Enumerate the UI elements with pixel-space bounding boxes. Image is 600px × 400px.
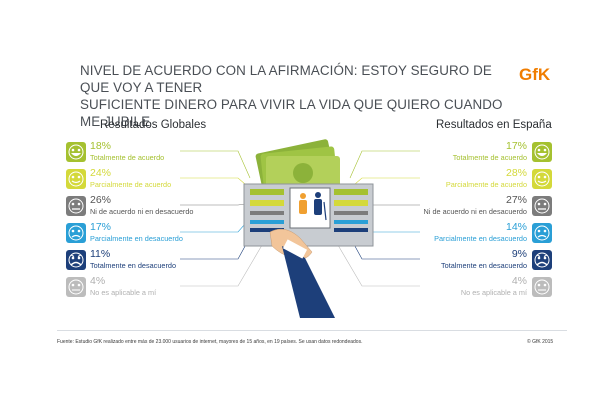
gfk-logo: GfK bbox=[515, 60, 561, 88]
spain-percent: 4% bbox=[511, 275, 527, 287]
svg-text:GfK: GfK bbox=[519, 65, 551, 84]
happy-face-icon bbox=[66, 169, 86, 189]
spain-percent: 17% bbox=[505, 140, 527, 152]
global-label: Totalmente de acuerdo bbox=[90, 153, 165, 162]
left-heading: Resultados Globales bbox=[100, 119, 207, 131]
money-bills bbox=[255, 139, 340, 190]
very-happy-face-icon bbox=[532, 142, 552, 162]
global-label: Parcialmente de acuerdo bbox=[90, 180, 172, 189]
spain-label: Totalmente en desacuerdo bbox=[441, 261, 527, 270]
global-label: No es aplicable a mí bbox=[90, 288, 157, 297]
very-sad-face-icon bbox=[66, 250, 86, 270]
blank-face-icon bbox=[532, 277, 552, 297]
global-label: Totalmente en desacuerdo bbox=[90, 261, 176, 270]
very-sad-face-icon bbox=[532, 250, 552, 270]
global-percent: 4% bbox=[90, 275, 106, 287]
spain-label: Totalmente de acuerdo bbox=[452, 153, 527, 162]
spain-percent: 14% bbox=[505, 221, 527, 233]
copyright: © GfK 2015 bbox=[527, 339, 554, 345]
right-heading: Resultados en España bbox=[436, 119, 552, 131]
global-percent: 11% bbox=[90, 248, 111, 260]
spain-percent: 27% bbox=[505, 194, 527, 206]
global-label: Parcialmente en desacuerdo bbox=[90, 234, 183, 243]
global-percent: 24% bbox=[90, 167, 112, 179]
footer-rule bbox=[57, 330, 567, 331]
very-happy-face-icon bbox=[66, 142, 86, 162]
sad-face-icon bbox=[532, 223, 552, 243]
global-percent: 17% bbox=[90, 221, 112, 233]
spain-percent: 28% bbox=[505, 167, 527, 179]
global-percent: 18% bbox=[90, 140, 112, 152]
neutral-face-icon bbox=[66, 196, 86, 216]
title-line-2: SUFICIENTE DINERO PARA VIVIR LA VIDA QUE… bbox=[80, 97, 503, 129]
blank-face-icon bbox=[66, 277, 86, 297]
title-line-1: NIVEL DE ACUERDO CON LA AFIRMACIÓN: ESTO… bbox=[80, 63, 492, 95]
sad-face-icon bbox=[66, 223, 86, 243]
spain-label: Parcialmente en desacuerdo bbox=[434, 234, 527, 243]
happy-face-icon bbox=[532, 169, 552, 189]
spain-label: No es aplicable a mí bbox=[460, 288, 527, 297]
spain-label: Parcialmente de acuerdo bbox=[445, 180, 527, 189]
spain-percent: 9% bbox=[511, 248, 527, 260]
global-percent: 26% bbox=[90, 194, 112, 206]
global-label: Ni de acuerdo ni en desacuerdo bbox=[90, 207, 194, 216]
source-footnote: Fuente: Estudio GfK realizado entre más … bbox=[57, 339, 363, 345]
neutral-face-icon bbox=[532, 196, 552, 216]
spain-label: Ni de acuerdo ni en desacuerdo bbox=[423, 207, 527, 216]
chart-title: NIVEL DE ACUERDO CON LA AFIRMACIÓN: ESTO… bbox=[80, 62, 520, 130]
